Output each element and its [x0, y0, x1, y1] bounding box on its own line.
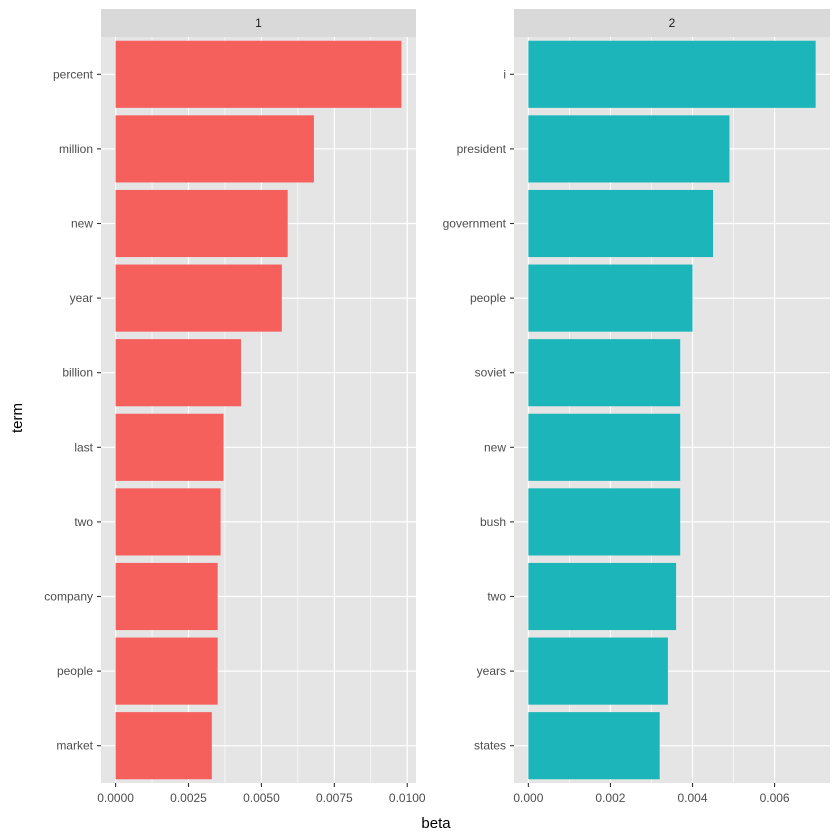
bar-government — [528, 189, 714, 258]
y-tick-label: soviet — [475, 366, 507, 380]
y-tick-label: two — [487, 590, 506, 604]
bar-company — [115, 562, 218, 631]
bar-i — [528, 40, 816, 108]
x-tick-label: 0.000 — [513, 791, 543, 805]
y-tick-label: president — [457, 142, 507, 156]
y-tick-label: billion — [62, 366, 93, 380]
y-tick-label: states — [474, 739, 506, 753]
facet-strip-label: 2 — [669, 16, 676, 30]
bar-two — [528, 562, 677, 631]
bar-two — [115, 488, 221, 556]
x-tick-label: 0.0025 — [170, 791, 207, 805]
y-tick-label: government — [443, 217, 507, 231]
y-tick-label: bush — [480, 515, 506, 529]
bar-new — [528, 413, 681, 481]
x-tick-label: 0.006 — [760, 791, 790, 805]
y-tick-label: market — [56, 739, 93, 753]
bar-soviet — [528, 339, 681, 407]
bars-layer — [115, 40, 816, 780]
bar-billion — [115, 339, 241, 407]
axes-layer: percent million new year billion last two compa… — [44, 67, 790, 805]
y-tick-label: people — [57, 664, 93, 678]
facet-strip — [514, 9, 830, 37]
bar-president — [528, 115, 730, 183]
y-tick-label: two — [74, 515, 93, 529]
y-tick-label: new — [71, 217, 93, 231]
bar-years — [528, 637, 668, 705]
bar-people — [528, 264, 693, 332]
y-tick-label: people — [470, 291, 506, 305]
x-tick-label: 0.0100 — [389, 791, 426, 805]
x-tick-label: 0.002 — [595, 791, 625, 805]
y-tick-label: company — [44, 590, 93, 604]
bar-percent — [115, 40, 402, 108]
y-tick-label: million — [59, 142, 93, 156]
facet-strip-label: 1 — [255, 16, 262, 30]
x-tick-label: 0.004 — [678, 791, 708, 805]
y-tick-label: last — [74, 440, 93, 454]
bar-last — [115, 413, 224, 481]
y-tick-label: new — [484, 440, 506, 454]
bar-year — [115, 264, 282, 332]
bar-people — [115, 637, 218, 705]
y-tick-label: percent — [53, 67, 94, 81]
x-axis-title: beta — [421, 815, 451, 832]
y-tick-label: year — [70, 291, 93, 305]
bar-million — [115, 115, 314, 183]
y-tick-label: i — [503, 67, 506, 81]
bar-market — [115, 712, 212, 780]
x-tick-label: 0.0075 — [316, 791, 353, 805]
facet-strip — [101, 9, 416, 37]
y-axis-title: term — [9, 403, 26, 433]
bar-new — [115, 189, 288, 258]
y-tick-label: years — [477, 664, 506, 678]
x-tick-label: 0.0000 — [97, 791, 134, 805]
bar-bush — [528, 488, 681, 556]
x-tick-label: 0.0050 — [243, 791, 280, 805]
bar-states — [528, 712, 660, 780]
